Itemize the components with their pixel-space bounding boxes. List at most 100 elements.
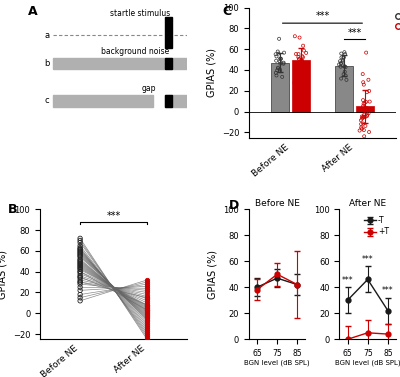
Point: [274, 49, 281, 55]
Point: [77, 239, 83, 245]
Point: [77, 271, 83, 277]
Point: [279, 74, 285, 80]
Point: [293, 67, 300, 73]
Point: [300, 86, 306, 92]
Point: [358, 124, 364, 130]
Point: [360, 114, 367, 120]
Point: [77, 252, 83, 258]
Point: [144, 279, 150, 285]
Point: [77, 262, 83, 268]
Point: [300, 80, 306, 86]
Point: [363, 140, 370, 146]
Point: [341, 49, 348, 55]
Point: [77, 258, 83, 264]
Point: [273, 72, 280, 78]
Point: [144, 317, 150, 323]
Point: [144, 294, 150, 300]
Point: [364, 112, 370, 118]
Point: [144, 307, 150, 313]
Point: [77, 267, 83, 273]
Point: [362, 114, 369, 120]
Point: [300, 69, 306, 75]
Point: [144, 305, 150, 311]
Point: [144, 316, 150, 322]
Point: [361, 133, 367, 139]
Point: [299, 75, 306, 81]
Point: [356, 107, 363, 113]
Point: [337, 58, 343, 64]
Point: [342, 51, 348, 57]
Y-axis label: GPIAS (%): GPIAS (%): [208, 250, 218, 299]
Bar: [292, 60, 310, 112]
Point: [363, 50, 369, 56]
Point: [144, 298, 150, 304]
Text: startle stimulus: startle stimulus: [110, 9, 170, 18]
Bar: [165, 95, 188, 107]
Text: ***: ***: [382, 286, 394, 295]
Legend: -T, +T: -T, +T: [361, 213, 392, 239]
Point: [300, 54, 306, 60]
Point: [144, 302, 150, 308]
Point: [273, 58, 279, 64]
Point: [342, 64, 349, 70]
Point: [77, 298, 83, 304]
Point: [360, 79, 366, 85]
Point: [144, 313, 150, 319]
Point: [144, 317, 150, 323]
Point: [144, 322, 150, 328]
Text: ***: ***: [347, 28, 362, 38]
Point: [144, 277, 150, 283]
Point: [144, 308, 150, 314]
Point: [275, 65, 281, 71]
Point: [144, 332, 150, 338]
Y-axis label: GPIAS (%): GPIAS (%): [206, 48, 216, 97]
Point: [77, 260, 83, 266]
Bar: [271, 63, 289, 112]
Point: [144, 306, 150, 312]
X-axis label: BGN level (dB SPL): BGN level (dB SPL): [244, 359, 310, 366]
Point: [362, 108, 368, 114]
Point: [77, 269, 83, 275]
Point: [338, 75, 344, 81]
Point: [77, 235, 83, 241]
Title: After NE: After NE: [349, 199, 386, 208]
Point: [77, 249, 83, 255]
Point: [340, 57, 346, 63]
Text: b: b: [44, 59, 50, 68]
Point: [358, 121, 364, 127]
Point: [144, 330, 150, 336]
Point: [144, 328, 150, 334]
Point: [303, 50, 309, 56]
Point: [144, 309, 150, 315]
Point: [77, 265, 83, 271]
Point: [340, 71, 347, 77]
Point: [144, 303, 150, 309]
Point: [276, 36, 282, 42]
Point: [359, 116, 365, 122]
Point: [277, 58, 283, 64]
Point: [295, 60, 302, 66]
Point: [300, 43, 306, 49]
Point: [77, 253, 83, 259]
Point: [296, 64, 303, 70]
Point: [77, 251, 83, 257]
Point: [277, 66, 283, 72]
Point: [144, 326, 150, 332]
Point: [363, 99, 369, 105]
Point: [361, 112, 367, 118]
Point: [144, 320, 150, 326]
Point: [77, 256, 83, 262]
Point: [362, 123, 368, 129]
Point: [342, 72, 349, 78]
Point: [277, 55, 283, 61]
Point: [291, 80, 298, 86]
Point: [144, 336, 150, 342]
Point: [144, 302, 150, 308]
Point: [77, 281, 83, 287]
Point: [366, 98, 373, 104]
Bar: [165, 58, 172, 69]
Point: [77, 246, 83, 252]
Point: [359, 113, 365, 120]
Point: [300, 63, 307, 69]
Point: [144, 324, 150, 330]
